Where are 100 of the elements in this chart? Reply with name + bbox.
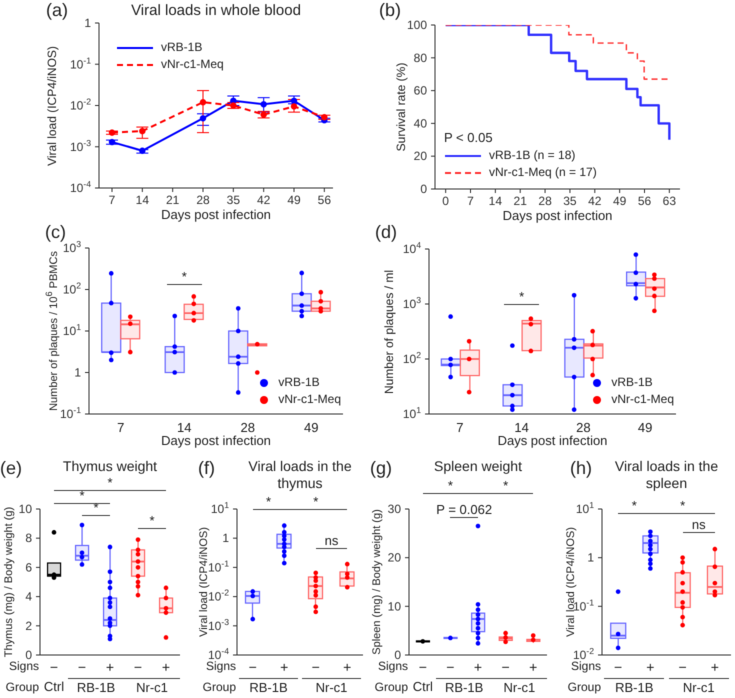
text: Group bbox=[202, 680, 236, 694]
y-tick-label: 0 bbox=[394, 648, 402, 662]
y-tick-label: 10$^{-3}$ bbox=[70, 138, 92, 154]
x-tick-label: + bbox=[474, 659, 482, 675]
annotation: * bbox=[182, 269, 187, 284]
text: Ctrl bbox=[44, 679, 64, 694]
annotation: * bbox=[149, 513, 155, 528]
x-tick-label: 14 bbox=[136, 193, 150, 207]
x-axis-title: Days post infection bbox=[498, 433, 608, 448]
x-tick-label: + bbox=[106, 659, 114, 675]
x-tick-label: − bbox=[134, 659, 142, 675]
x-tick-label: + bbox=[162, 659, 170, 675]
x-tick-label: − bbox=[78, 659, 86, 675]
annotation: * bbox=[93, 500, 99, 515]
text: Nr-c1 bbox=[316, 680, 348, 695]
text: Ctrl bbox=[412, 679, 433, 694]
y-tick-label: 10$^{-3}$ bbox=[208, 616, 230, 633]
text: * bbox=[79, 488, 85, 503]
legend-label: vRB-1B bbox=[278, 374, 320, 391]
annotation: * bbox=[680, 498, 686, 513]
x-tick-label: 14 bbox=[177, 420, 192, 435]
x-tick-label: 7 bbox=[117, 420, 124, 435]
text: Group bbox=[6, 680, 39, 694]
text: RB-1B bbox=[445, 680, 484, 695]
x-tick-label: 7 bbox=[108, 193, 116, 207]
y-axis-title: Viral load (ICP4/iNOS) bbox=[45, 46, 59, 166]
text: (c) bbox=[45, 222, 66, 242]
chart-title: Spleen weight bbox=[433, 458, 523, 475]
x-tick-label: 49 bbox=[638, 420, 652, 435]
x-tick-label: − bbox=[312, 659, 320, 675]
x-tick-label: 56 bbox=[318, 193, 332, 207]
x-tick-label: 28 bbox=[538, 194, 552, 208]
y-tick-label: 10$^{-1}$ bbox=[208, 558, 230, 574]
y-tick-label: 10$^{-2}$ bbox=[70, 96, 92, 112]
x-tick-label: 21 bbox=[166, 193, 180, 207]
y-tick-label: 10$^{4}$ bbox=[402, 240, 422, 256]
chart-title: Viral loads in whole blood bbox=[130, 2, 302, 19]
chart-title: Viral loads in the thymus bbox=[247, 458, 353, 492]
x-tick-label: + bbox=[343, 659, 352, 675]
text: (b) bbox=[379, 0, 401, 20]
x-tick-label: − bbox=[614, 659, 622, 675]
x-tick-label: 0 bbox=[442, 194, 450, 208]
y-tick-label: 10$^{1}$ bbox=[576, 500, 594, 516]
y-tick-label: 10 bbox=[18, 502, 32, 516]
text: Nr-c1 bbox=[136, 680, 168, 695]
x-tick-label: − bbox=[248, 659, 257, 675]
x-tick-label: 56 bbox=[638, 194, 652, 208]
x-tick-label: 63 bbox=[662, 194, 676, 208]
y-tick-label: 0 bbox=[420, 182, 428, 196]
legend-label: vNr-c1-Meq bbox=[611, 391, 674, 408]
x-tick-label: − bbox=[50, 659, 58, 675]
y-tick-label: 10$^{1}$ bbox=[402, 405, 422, 421]
y-axis-title: Number of plaques / ml bbox=[382, 269, 396, 394]
y-tick-label: 10$^{3}$ bbox=[62, 239, 82, 255]
y-tick-label: 20 bbox=[388, 550, 402, 565]
y-tick-label: 0 bbox=[25, 648, 32, 662]
x-tick-label: 28 bbox=[240, 420, 255, 435]
x-tick-label: 7 bbox=[467, 194, 474, 208]
y-tick-label: 40 bbox=[414, 116, 428, 130]
text: RB-1B bbox=[76, 680, 116, 695]
x-axis-title: Days post infection bbox=[502, 208, 614, 223]
legend-label: vNr-c1-Meq bbox=[161, 56, 224, 73]
x-tick-label: 28 bbox=[576, 420, 591, 435]
text: * bbox=[107, 475, 113, 490]
x-tick-label: 35 bbox=[226, 193, 240, 207]
y-axis-title: Viral load (ICP4/iNOS) bbox=[198, 527, 210, 637]
x-tick-label: 49 bbox=[287, 193, 301, 207]
text: Signs bbox=[206, 659, 236, 673]
y-tick-label: 1 bbox=[587, 550, 594, 565]
text: * bbox=[448, 478, 453, 493]
annotation: ns bbox=[324, 533, 338, 548]
y-tick-label: 10$^{3}$ bbox=[402, 295, 422, 311]
x-tick-label: + bbox=[710, 659, 719, 675]
x-tick-label: 42 bbox=[588, 194, 602, 208]
y-tick-label: 6 bbox=[25, 560, 32, 574]
text: (h) bbox=[570, 458, 592, 478]
x-tick-label: 42 bbox=[256, 193, 271, 207]
annotation: * bbox=[632, 498, 637, 513]
x-axis-title: Days post infection bbox=[161, 433, 271, 448]
x-tick-label: 14 bbox=[514, 420, 529, 435]
y-tick-label: 10 bbox=[388, 599, 402, 614]
text: RB-1B bbox=[249, 680, 288, 695]
y-tick-label: 60 bbox=[414, 84, 428, 98]
y-tick-label: 80 bbox=[414, 50, 428, 65]
x-axis-title: Days post infection bbox=[160, 207, 272, 222]
text: Signs bbox=[570, 659, 601, 673]
x-tick-label: + bbox=[646, 659, 654, 675]
y-axis-title: Survival rate (%) bbox=[394, 62, 408, 152]
y-tick-label: 10$^{-2}$ bbox=[208, 588, 230, 604]
x-tick-label: − bbox=[678, 659, 687, 675]
y-tick-label: 1 bbox=[222, 531, 230, 546]
x-tick-label: 28 bbox=[196, 193, 210, 207]
y-tick-label: 2 bbox=[25, 618, 32, 633]
text: (f) bbox=[198, 458, 215, 478]
text: * bbox=[266, 494, 272, 509]
text: * bbox=[503, 478, 508, 493]
y-tick-label: 10$^{2}$ bbox=[62, 280, 82, 296]
text: (g) bbox=[370, 458, 392, 478]
text: (a) bbox=[46, 0, 68, 20]
text: Group bbox=[568, 680, 601, 694]
